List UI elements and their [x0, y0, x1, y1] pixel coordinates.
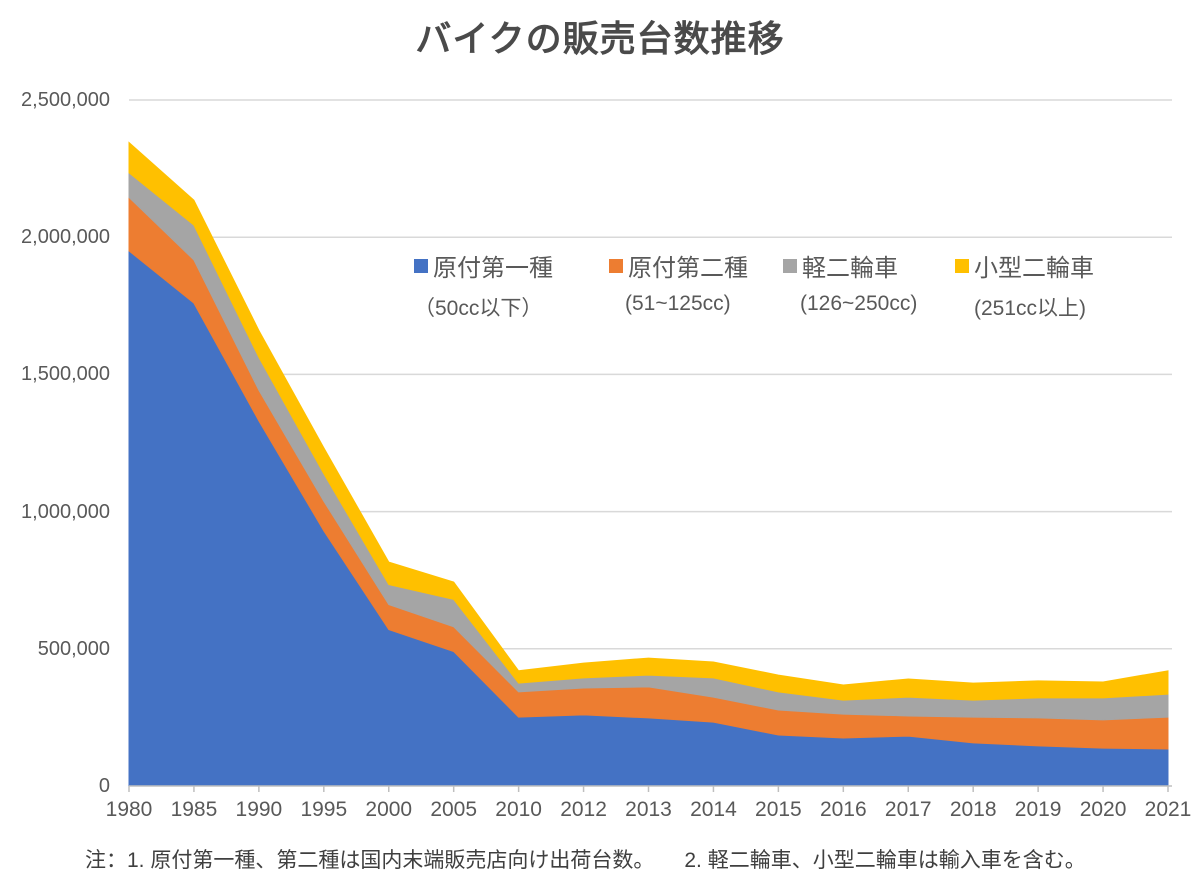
x-axis-label-1985: 1985	[170, 798, 218, 821]
legend-item-2: 軽二輪車 (126~250cc)	[783, 248, 917, 316]
y-axis-label-500000: 500,000	[37, 637, 110, 660]
footnote: 注：1. 原付第一種、第二種は国内末端販売店向け出荷台数。 2. 軽二輪車、小型…	[85, 844, 1086, 874]
chart-legend: 原付第一種 （50cc以下） 原付第二種 (51~125cc) 軽二輪車 (126~250…	[0, 248, 1200, 328]
x-axis-label-1995: 1995	[300, 798, 348, 821]
x-axis-label-2020: 2020	[1079, 798, 1127, 821]
x-axis-label-2018: 2018	[949, 798, 997, 821]
x-axis-label-2005: 2005	[430, 798, 478, 821]
legend-label: 原付第一種	[433, 255, 553, 282]
legend-swatch-icon	[955, 258, 969, 273]
legend-item-1: 原付第二種 (51~125cc)	[609, 248, 748, 316]
x-axis-label-2021: 2021	[1144, 798, 1192, 821]
x-axis-label-2000: 2000	[365, 798, 413, 821]
x-axis-label-2010: 2010	[495, 798, 542, 821]
x-axis-label-2013: 2013	[625, 798, 672, 821]
legend-sublabel: (251cc以上)	[974, 297, 1087, 320]
legend-swatch-icon	[414, 258, 428, 273]
y-axis-label-1000000: 1,000,000	[21, 500, 110, 523]
legend-item-3: 小型二輪車 (251cc以上)	[955, 248, 1094, 322]
y-axis-label-2000000: 2,000,000	[21, 226, 110, 249]
legend-swatch-icon	[783, 258, 797, 273]
x-axis-label-2016: 2016	[819, 798, 867, 821]
x-axis-label-2014: 2014	[690, 798, 737, 821]
x-axis-label-1980: 1980	[105, 798, 153, 821]
area-series-3	[128, 141, 1169, 701]
x-axis-label-2019: 2019	[1014, 798, 1062, 821]
chart-title: バイクの販売台数推移	[415, 18, 785, 59]
legend-label: 原付第二種	[628, 255, 748, 282]
x-axis-label-2012: 2012	[560, 798, 607, 821]
legend-sublabel: （50cc以下）	[414, 297, 543, 320]
legend-sublabel: (51~125cc)	[625, 292, 731, 315]
x-axis-label-2017: 2017	[884, 798, 932, 821]
legend-label: 軽二輪車	[802, 255, 898, 282]
legend-item-0: 原付第一種 （50cc以下）	[414, 248, 553, 322]
y-axis-label-2500000: 2,500,000	[21, 89, 110, 111]
footnote-note-1: 注：1. 原付第一種、第二種は国内末端販売店向け出荷台数。	[85, 849, 655, 872]
legend-label: 小型二輪車	[974, 255, 1094, 282]
x-axis-label-2015: 2015	[755, 798, 802, 821]
x-axis-label-1990: 1990	[235, 798, 283, 821]
footnote-note-2: 2. 軽二輪車、小型二輪車は輸入車を含む。	[684, 849, 1086, 872]
legend-swatch-icon	[609, 258, 623, 273]
legend-sublabel: (126~250cc)	[800, 292, 918, 315]
y-axis-label-0: 0	[98, 775, 110, 797]
y-axis-label-1500000: 1,500,000	[21, 363, 110, 386]
